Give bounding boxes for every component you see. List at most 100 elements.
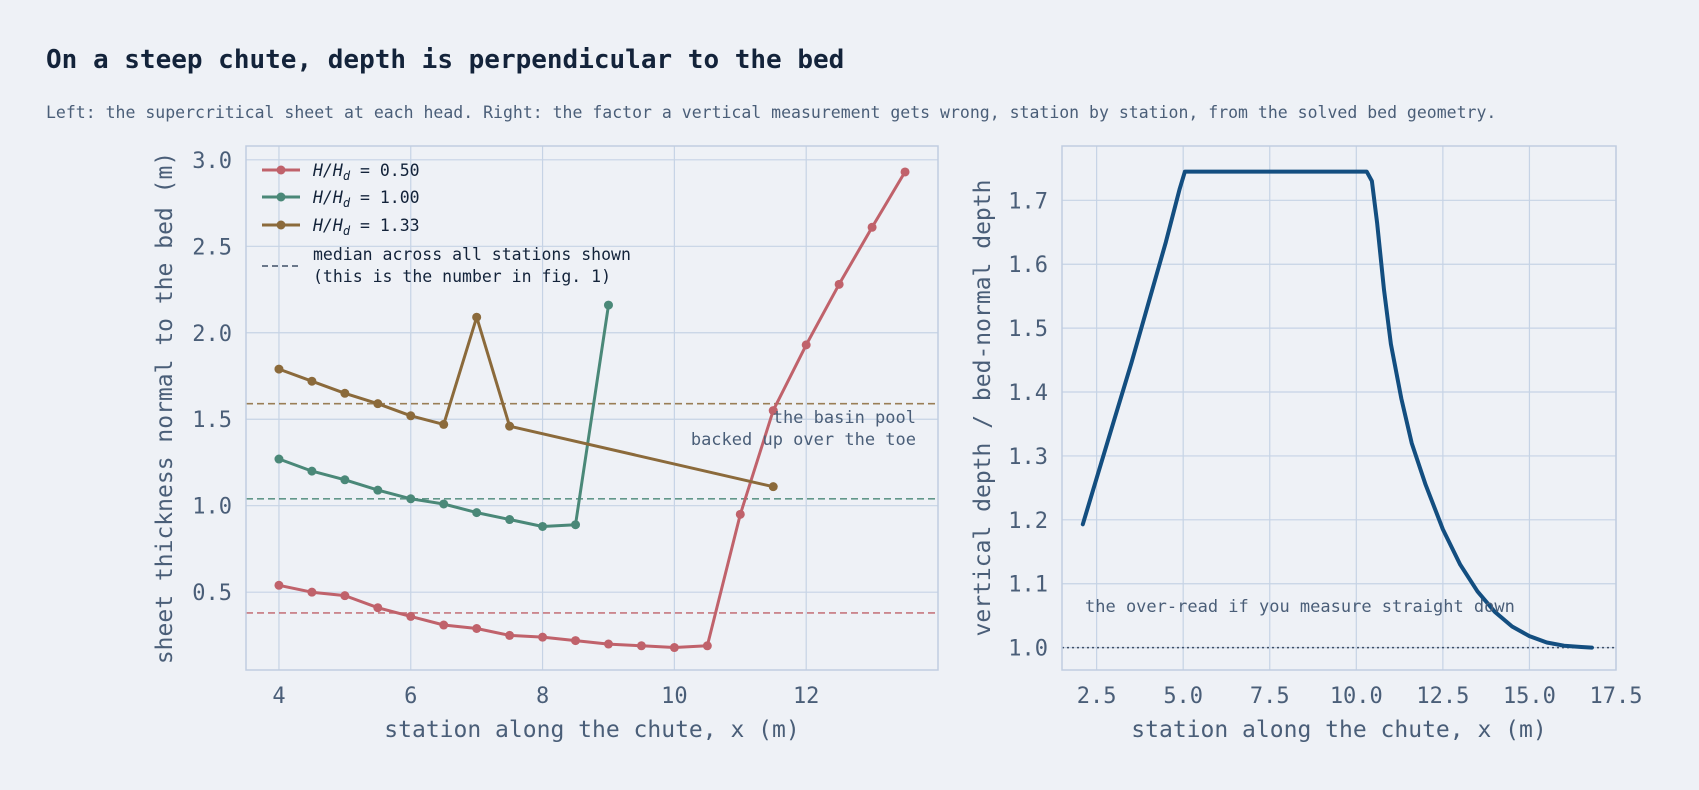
figure-subtitle: Left: the supercritical sheet at each he…	[46, 103, 1496, 122]
right-y-tick-label: 1.7	[1008, 189, 1048, 214]
right-y-tick-label: 1.1	[1008, 573, 1048, 598]
left-y-tick-label: 1.5	[192, 408, 232, 433]
legend-swatch-marker-3	[276, 220, 286, 230]
series-line-2	[278, 304, 610, 528]
data-point-series-1	[274, 580, 284, 590]
data-point-series-1	[603, 639, 613, 649]
data-point-series-2	[538, 521, 548, 531]
left-y-axis-label: sheet thickness normal to the bed (m)	[152, 152, 178, 664]
data-point-series-1	[373, 603, 383, 613]
right-x-tick-label: 7.5	[1250, 684, 1290, 709]
data-point-series-3	[439, 419, 449, 429]
legend-swatch-marker-1	[276, 165, 286, 175]
legend-median-line-2: (this is the number in fig. 1)	[313, 267, 611, 286]
right-chart: 2.5 5.0 7.5 10.0 12.5 15.0 17.5 1.0 1.1 1.2 1.3 1.4…	[970, 145, 1642, 743]
data-point-series-1	[472, 623, 482, 633]
right-plot-frame	[1061, 145, 1617, 671]
right-y-tick-label: 1.6	[1008, 253, 1048, 278]
data-point-series-2	[571, 520, 581, 530]
data-point-series-2	[340, 475, 350, 485]
left-x-tick-label: 12	[793, 684, 820, 709]
right-annotation: the over-read if you measure straight do…	[1085, 597, 1515, 617]
data-point-series-2	[439, 499, 449, 509]
data-point-series-2	[406, 494, 416, 504]
right-tick-labels: 2.5 5.0 7.5 10.0 12.5 15.0 17.5 1.0 1.1 1.2 1.3 1.4…	[1008, 189, 1642, 709]
data-point-series-2	[307, 466, 317, 476]
series-line-1	[278, 171, 907, 649]
data-point-series-3	[768, 482, 778, 492]
legend-entry-series-1: H/Hd = 0.50	[262, 161, 420, 183]
data-point-series-2	[274, 454, 284, 464]
right-x-tick-label: 15.0	[1503, 684, 1556, 709]
left-x-tick-label: 4	[272, 684, 285, 709]
data-point-series-1	[801, 340, 811, 350]
right-gridlines	[1062, 146, 1617, 670]
data-point-series-1	[538, 632, 548, 642]
right-y-tick-label: 1.4	[1008, 381, 1048, 406]
data-point-series-1	[505, 630, 515, 640]
left-gridlines	[246, 146, 938, 670]
data-point-series-1	[735, 509, 745, 519]
left-chart: 4 6 8 10 12 0.5 1.0 1.5 2.0 2.5 3.0 station along …	[152, 145, 939, 743]
legend-entry-series-3: H/Hd = 1.33	[262, 216, 420, 238]
left-y-tick-label: 3.0	[192, 149, 232, 174]
right-y-tick-label: 1.3	[1008, 445, 1048, 470]
data-point-series-1	[636, 641, 646, 651]
legend-entry-series-2: H/Hd = 1.00	[262, 188, 420, 210]
data-point-series-1	[834, 279, 844, 289]
right-x-axis-label: station along the chute, x (m)	[1131, 717, 1546, 743]
right-x-tick-label: 10.0	[1330, 684, 1383, 709]
right-y-axis-label: vertical depth / bed-normal depth	[970, 180, 996, 637]
right-x-tick-label: 17.5	[1590, 684, 1643, 709]
data-point-series-1	[768, 406, 778, 416]
left-annotation-line-1: the basin pool	[773, 408, 916, 428]
right-y-tick-label: 1.5	[1008, 317, 1048, 342]
data-point-series-2	[373, 485, 383, 495]
left-annotation-line-2: backed up over the toe	[691, 430, 916, 450]
left-y-tick-label: 0.5	[192, 581, 232, 606]
left-y-tick-label: 1.0	[192, 495, 232, 520]
left-x-axis-label: station along the chute, x (m)	[384, 717, 799, 743]
legend-label-2: H/Hd = 1.00	[312, 188, 420, 210]
data-point-series-3	[274, 364, 284, 374]
left-x-tick-label: 10	[661, 684, 688, 709]
data-point-series-3	[406, 411, 416, 421]
series-line-3	[278, 315, 774, 489]
data-point-series-1	[340, 591, 350, 601]
right-x-tick-label: 2.5	[1077, 684, 1117, 709]
data-point-series-1	[867, 222, 877, 232]
data-point-series-3	[307, 376, 317, 386]
right-y-tick-label: 1.0	[1008, 637, 1048, 662]
data-point-series-3	[373, 399, 383, 409]
data-point-series-1	[406, 611, 416, 621]
data-point-series-3	[472, 312, 482, 322]
data-point-series-1	[702, 641, 712, 651]
left-y-tick-label: 2.0	[192, 322, 232, 347]
figure-title: On a steep chute, depth is perpendicular…	[46, 45, 844, 75]
left-tick-labels: 4 6 8 10 12 0.5 1.0 1.5 2.0 2.5 3.0	[192, 149, 819, 709]
data-point-series-2	[472, 508, 482, 518]
left-series	[274, 167, 910, 653]
data-point-series-3	[505, 421, 515, 431]
right-y-tick-label: 1.2	[1008, 509, 1048, 534]
data-point-series-1	[307, 587, 317, 597]
data-point-series-1	[439, 620, 449, 630]
data-point-series-2	[505, 515, 515, 525]
legend-swatch-marker-2	[276, 192, 286, 202]
left-y-tick-label: 2.5	[192, 235, 232, 260]
legend-entry-median: median across all stations shown (this i…	[262, 245, 631, 286]
left-legend: H/Hd = 0.50 H/Hd = 1.00 H/Hd = 1.33 medi…	[262, 161, 631, 286]
right-x-tick-label: 12.5	[1416, 684, 1469, 709]
data-point-series-1	[900, 167, 910, 177]
left-median-lines	[246, 402, 938, 614]
data-point-series-2	[603, 300, 613, 310]
legend-label-3: H/Hd = 1.33	[312, 216, 420, 238]
legend-label-1: H/Hd = 0.50	[312, 161, 420, 183]
legend-median-line-1: median across all stations shown	[313, 245, 631, 264]
left-x-tick-label: 8	[536, 684, 549, 709]
right-series	[1080, 169, 1594, 650]
left-x-tick-label: 6	[404, 684, 417, 709]
ratio-series-line	[1080, 169, 1594, 650]
data-point-series-1	[669, 643, 679, 653]
